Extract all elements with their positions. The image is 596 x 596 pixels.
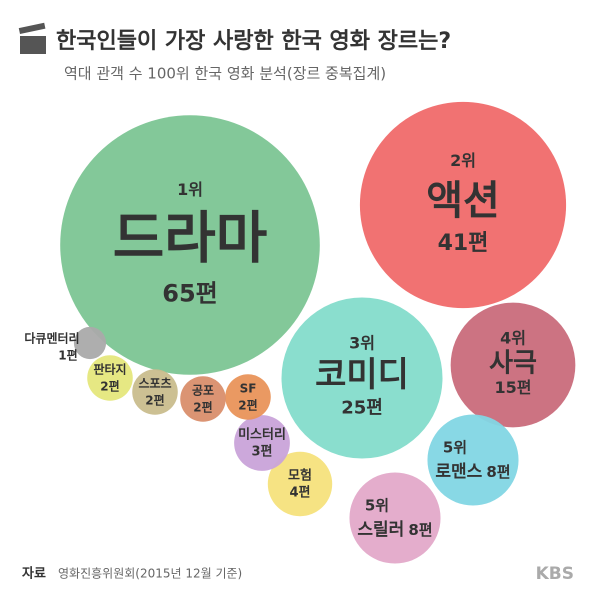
count-label: 2편: [193, 400, 212, 415]
rank-label: 4위: [500, 328, 526, 347]
chart-title: 한국인들이 가장 사랑한 한국 영화 장르는?: [56, 29, 451, 54]
count-label: 41편: [438, 231, 489, 256]
count-label: 65편: [162, 279, 217, 307]
bubble: [349, 472, 441, 564]
genre-label: 액션: [426, 178, 500, 224]
genre-label: 로맨스: [435, 462, 482, 482]
bubble: [267, 451, 333, 517]
genre-label: 스릴러: [357, 520, 404, 540]
genre-count-label: 로맨스 8편: [435, 462, 510, 482]
genre-label: 다큐멘터리: [24, 331, 79, 346]
genre-label: 미스터리: [238, 427, 286, 443]
genre-label: 판타지: [93, 362, 126, 377]
count-label: 2편: [238, 398, 257, 413]
rank-label: 5위: [365, 497, 389, 515]
genre-label: 스포츠: [138, 377, 171, 391]
bubble: [87, 355, 133, 401]
genre-label: SF: [240, 382, 257, 396]
bubble: [427, 414, 519, 506]
count-label: 2편: [145, 393, 164, 408]
count-label: 2편: [100, 379, 119, 394]
bubble: [225, 374, 271, 420]
genre-label: 사극: [489, 348, 537, 378]
chart-subtitle: 역대 관객 수 100위 한국 영화 분석(장르 중복집계): [64, 65, 386, 83]
genre-label: 드라마: [113, 207, 268, 272]
bubble: [180, 376, 226, 422]
bubble: [132, 369, 178, 415]
count-label: 8편: [486, 463, 510, 481]
bubble: [359, 101, 567, 309]
bubble: [281, 297, 443, 459]
genre-label: 공포: [192, 384, 214, 398]
count-label: 4편: [289, 485, 310, 501]
bubble: [234, 415, 290, 471]
genre-label: 코미디: [315, 355, 409, 395]
title-icon: [18, 22, 46, 54]
rank-label: 2위: [450, 151, 476, 170]
count-label: 8편: [408, 521, 432, 539]
bubble: [73, 326, 107, 360]
rank-label: 3위: [349, 334, 375, 353]
genre-label: 모험: [288, 468, 312, 484]
genre-count-label: 스릴러 8편: [357, 520, 432, 540]
count-label: 3편: [251, 444, 272, 460]
bubble: [60, 115, 320, 375]
rank-label: 5위: [443, 439, 467, 457]
bubble: [450, 302, 576, 428]
count-label: 25편: [341, 398, 383, 419]
rank-label: 1위: [177, 180, 203, 199]
count-label: 1편: [58, 348, 77, 363]
brand: KBS: [536, 564, 574, 584]
count-label: 15편: [495, 378, 532, 397]
source-label: 자료: [22, 567, 46, 582]
source: 영화진흥위원회(2015년 12월 기준): [58, 567, 242, 581]
